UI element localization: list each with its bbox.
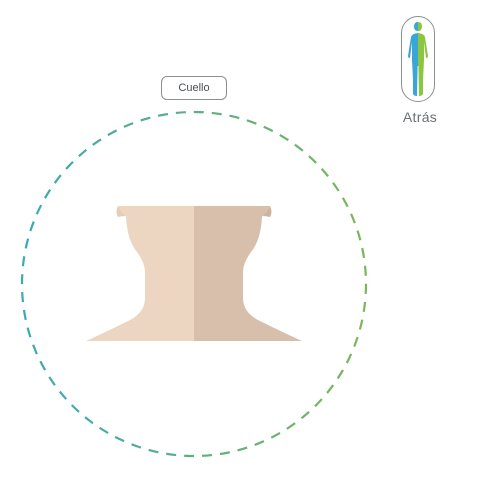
- left-ear: [116, 206, 126, 217]
- body-silhouette-icon: [408, 22, 428, 96]
- region-label-neck[interactable]: Cuello: [161, 76, 227, 100]
- neck-right-half: [194, 206, 302, 341]
- neck-left-half: [86, 206, 194, 341]
- view-toggle-label: Atrás: [402, 109, 438, 125]
- right-ear: [262, 206, 272, 217]
- back-view-toggle[interactable]: Atrás: [388, 14, 452, 130]
